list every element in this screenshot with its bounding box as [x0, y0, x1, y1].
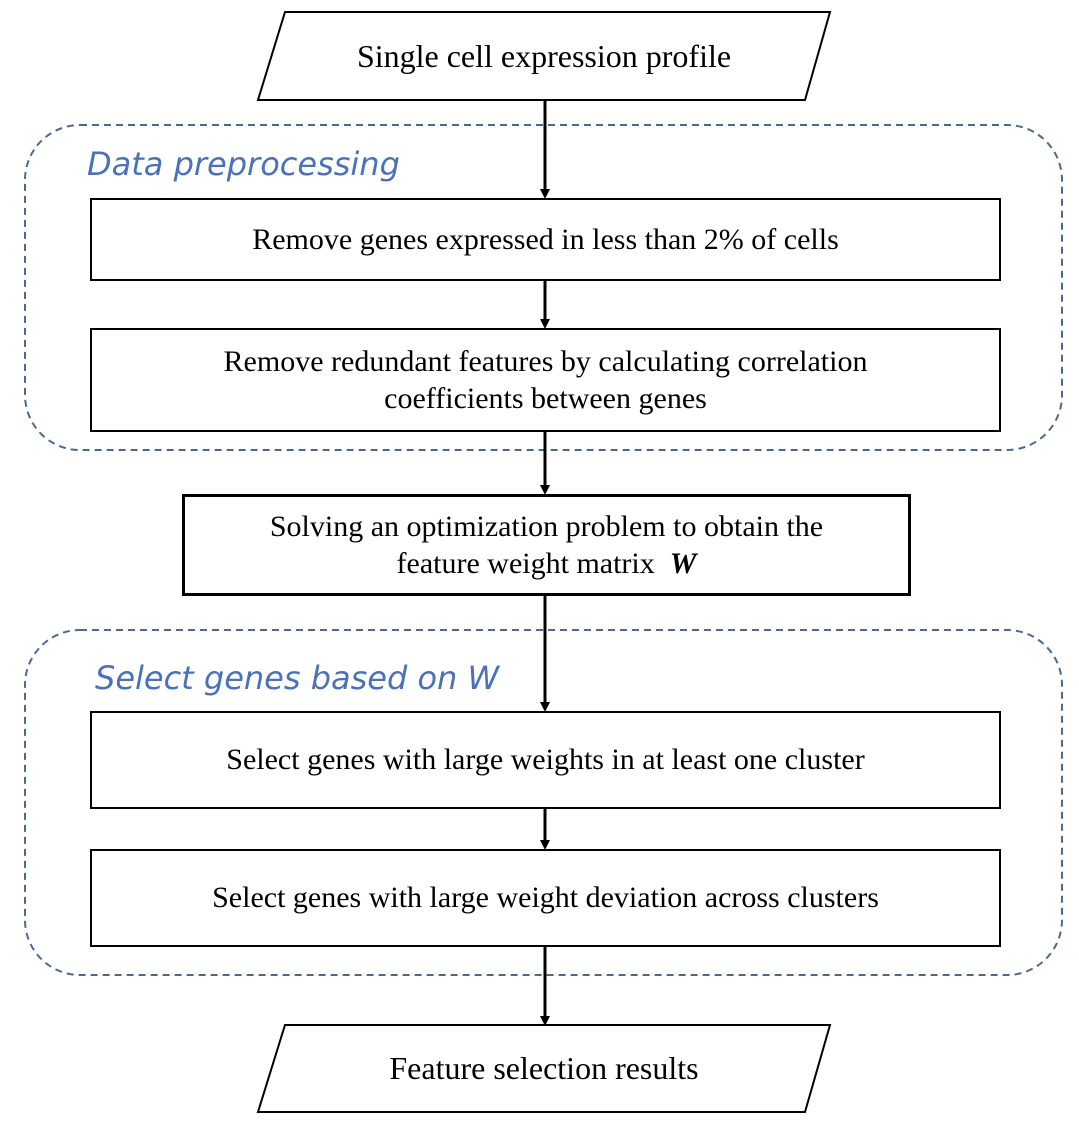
step-optimization: Solving an optimization problem to obtai…	[182, 494, 911, 596]
step-select-weight-deviation: Select genes with large weight deviation…	[90, 849, 1001, 947]
input-parallelogram	[256, 11, 832, 101]
input-label: Single cell expression profile	[356, 37, 732, 74]
preprocessing-group-title: Data preprocessing	[87, 145, 400, 183]
output-parallelogram	[256, 1024, 832, 1113]
weight-matrix-symbol: W	[669, 547, 697, 580]
step-optimization-text: Solving an optimization problem to obtai…	[225, 508, 868, 583]
selection-group-title: Select genes based on W	[95, 659, 500, 697]
step-optimization-label: Solving an optimization problem to obtai…	[269, 509, 824, 581]
step-remove-redundant-label: Remove redundant features by calculating…	[223, 344, 868, 416]
step-select-weight-deviation-label: Select genes with large weight deviation…	[212, 881, 879, 915]
step-select-large-weights-label: Select genes with large weights in at le…	[226, 743, 865, 777]
step-remove-redundant: Remove redundant features by calculating…	[90, 328, 1001, 432]
selection-group-border	[24, 629, 1063, 976]
step-remove-low-expression-label: Remove genes expressed in less than 2% o…	[252, 222, 839, 256]
step-remove-low-expression: Remove genes expressed in less than 2% o…	[90, 198, 1001, 281]
output-label: Feature selection results	[389, 1050, 699, 1086]
step-select-large-weights: Select genes with large weights in at le…	[90, 711, 1001, 809]
